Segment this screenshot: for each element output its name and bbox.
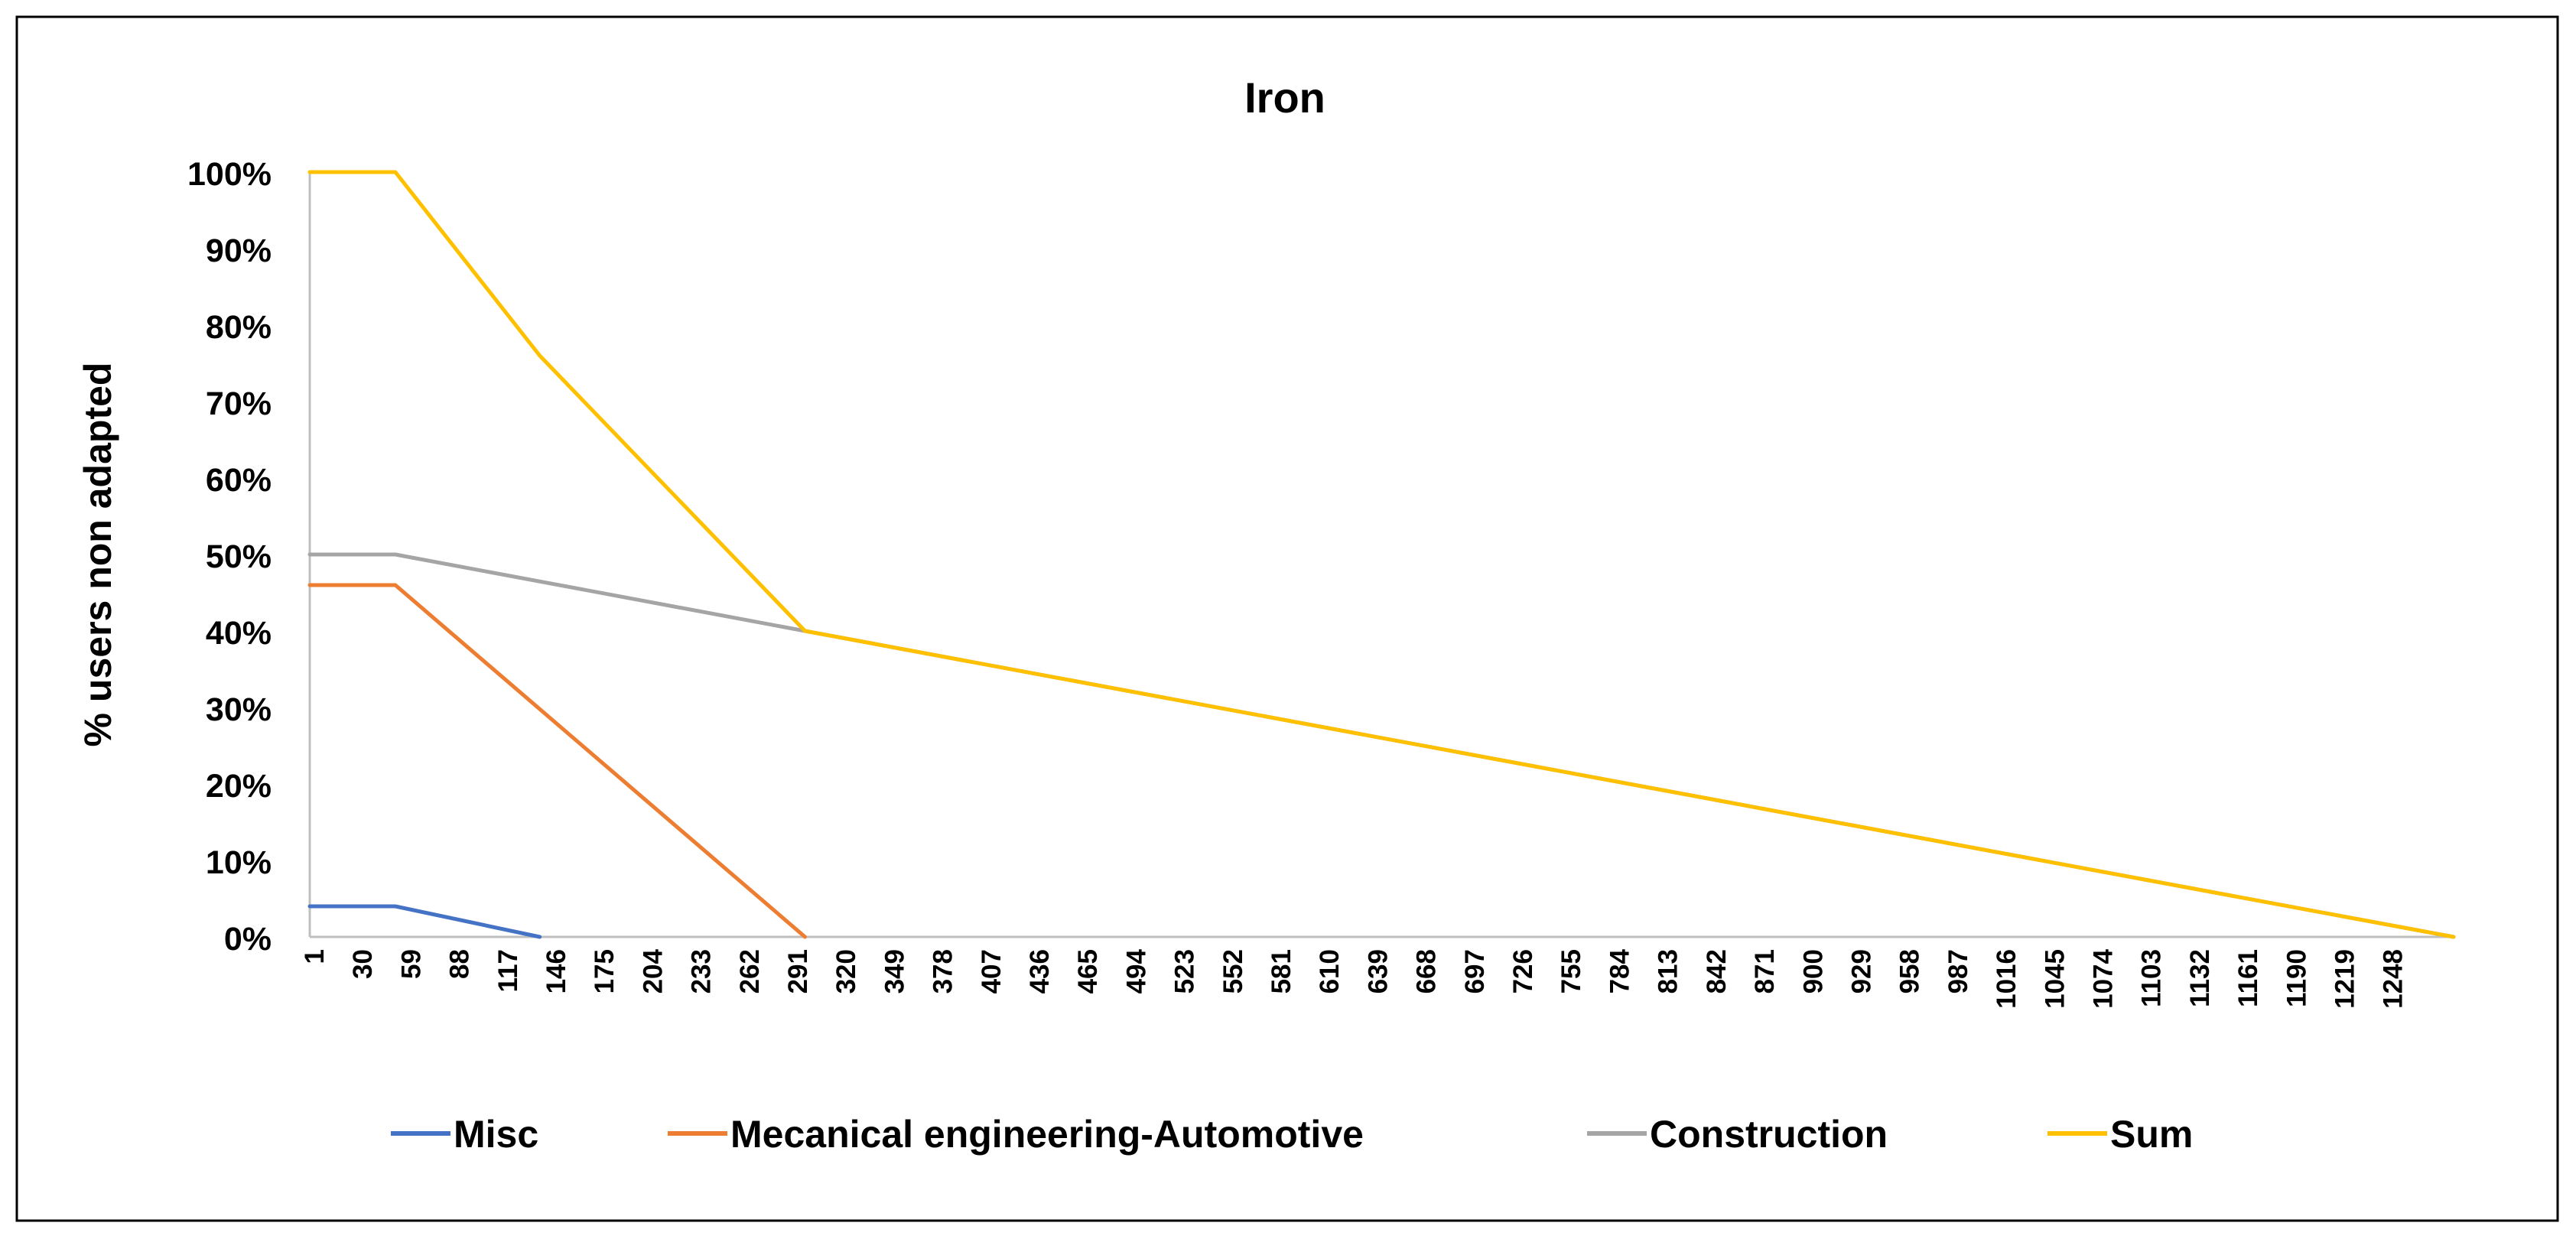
x-tick-label: 146: [542, 949, 571, 993]
x-axis-ticks: 1 30 59 88 117 146 175 204 233 262 291 320 349 378 407…: [300, 948, 2408, 1008]
x-tick-label: 465: [1073, 949, 1103, 993]
legend-label: Mecanical engineering-Automotive: [730, 1113, 1364, 1156]
x-tick-label: 262: [735, 949, 765, 993]
x-tick-label: 523: [1170, 949, 1200, 993]
x-tick-label: 1132: [2185, 949, 2215, 1007]
x-tick-label: 30: [348, 949, 378, 979]
legend-label: Sum: [2110, 1113, 2193, 1156]
chart-border: [15, 15, 2559, 1222]
y-tick-label: 20%: [206, 768, 272, 805]
y-tick-label: 60%: [206, 462, 272, 499]
y-tick-label: 30%: [206, 691, 272, 728]
series-lines: [307, 170, 2456, 939]
x-tick-label: 842: [1702, 949, 1732, 993]
x-tick-label: 1074: [2089, 948, 2119, 1008]
y-tick-label: 40%: [206, 615, 272, 652]
x-tick-label: 1016: [1992, 949, 2021, 1009]
x-tick-label: 175: [590, 949, 620, 993]
x-tick-label: 1161: [2233, 949, 2263, 1007]
x-tick-label: 726: [1508, 949, 1538, 993]
x-tick-label: 958: [1895, 949, 1925, 993]
x-tick-label: 668: [1412, 949, 1442, 993]
x-tick-label: 900: [1798, 949, 1828, 993]
y-tick-label: 10%: [206, 844, 272, 881]
x-tick-label: 349: [880, 949, 909, 993]
x-tick-label: 320: [831, 949, 861, 993]
x-tick-label: 1045: [2040, 949, 2070, 1009]
x-tick-label: 1219: [2330, 949, 2360, 1009]
series-line-misc: [307, 904, 542, 939]
x-tick-label: 436: [1025, 949, 1055, 993]
x-tick-label: 117: [493, 949, 523, 992]
x-tick-label: 291: [783, 949, 813, 993]
chart-title: Iron: [1244, 73, 1325, 122]
x-tick-label: 610: [1315, 949, 1345, 993]
x-tick-label: 378: [929, 949, 958, 993]
x-tick-label: 204: [638, 948, 668, 993]
series-line-sum: [307, 170, 2456, 939]
x-tick-label: 88: [445, 949, 475, 979]
legend-label: Construction: [1650, 1113, 1888, 1156]
x-tick-label: 59: [396, 949, 426, 979]
y-axis-label: % users non adapted: [76, 363, 119, 747]
y-tick-label: 50%: [206, 538, 272, 575]
x-tick-label: 784: [1605, 948, 1634, 993]
y-tick-label: 0%: [224, 921, 272, 958]
x-tick-label: 871: [1750, 949, 1780, 993]
x-tick-label: 581: [1267, 949, 1296, 993]
x-tick-label: 987: [1943, 949, 1973, 993]
y-axis-ticks: 0% 10% 20% 30% 40% 50% 60% 70% 80% 90% 100%: [187, 156, 272, 958]
x-tick-label: 1103: [2137, 949, 2167, 1007]
legend-label: Misc: [454, 1113, 538, 1156]
y-tick-label: 100%: [187, 156, 272, 193]
x-tick-label: 1: [300, 949, 330, 964]
x-tick-label: 552: [1218, 949, 1248, 993]
x-tick-label: 494: [1121, 948, 1151, 993]
y-tick-label: 90%: [206, 233, 272, 269]
x-tick-label: 233: [687, 949, 717, 993]
x-tick-label: 407: [977, 949, 1007, 993]
x-tick-label: 1248: [2379, 949, 2408, 1009]
x-tick-label: 1190: [2282, 949, 2311, 1007]
y-tick-label: 70%: [206, 385, 272, 422]
y-tick-label: 80%: [206, 309, 272, 346]
legend: Misc Mecanical engineering-Automotive Cons…: [391, 1113, 2193, 1156]
x-tick-label: 639: [1363, 949, 1393, 993]
x-tick-label: 697: [1460, 949, 1490, 993]
series-line-mecanical-engineering-automotive: [307, 583, 807, 939]
x-tick-label: 813: [1654, 949, 1683, 993]
x-tick-label: 755: [1556, 949, 1586, 993]
x-tick-label: 929: [1847, 949, 1877, 993]
